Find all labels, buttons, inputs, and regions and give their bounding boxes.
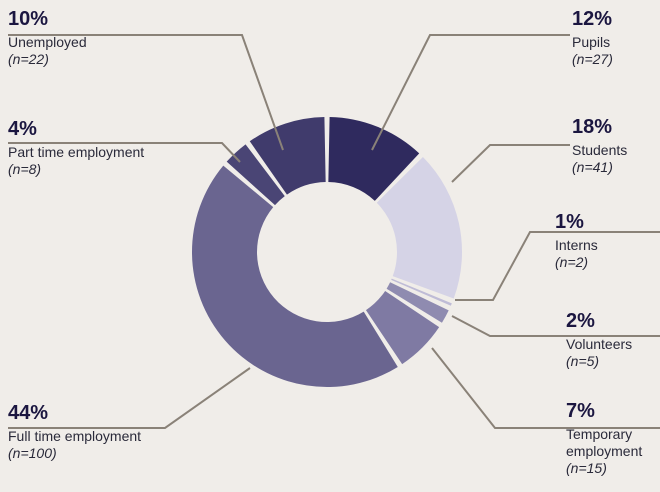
label-volunteers: 2% Volunteers (n=5) <box>566 310 632 370</box>
temporary-n: (n=15) <box>566 460 607 476</box>
interns-n: (n=2) <box>555 254 589 270</box>
label-interns: 1% Interns (n=2) <box>555 211 598 271</box>
label-pupils: 12% Pupils (n=27) <box>572 8 613 68</box>
slice-fulltime <box>192 165 398 387</box>
leader-line-fulltime <box>8 367 251 429</box>
fulltime-name: Full time employment <box>8 428 142 444</box>
leader-line-students <box>451 144 570 183</box>
pupils-percent: 12% <box>572 8 613 30</box>
label-temporary: 7% Temporary employment (n=15) <box>566 400 642 477</box>
fulltime-n: (n=100) <box>8 445 57 461</box>
label-unemployed: 10% Unemployed (n=22) <box>8 8 87 68</box>
slice-unemployed <box>249 117 326 195</box>
volunteers-percent: 2% <box>566 310 595 332</box>
parttime-n: (n=8) <box>8 161 42 177</box>
label-fulltime: 44% Full time employment (n=100) <box>8 402 141 462</box>
leader-line-unemployed <box>8 34 284 151</box>
leader-line-parttime <box>8 142 241 163</box>
interns-name: Interns <box>555 237 598 253</box>
temporary-percent: 7% <box>566 400 595 422</box>
parttime-name: Part time employment <box>8 144 145 160</box>
unemployed-percent: 10% <box>8 8 49 30</box>
parttime-percent: 4% <box>8 118 37 140</box>
donut-slices <box>192 117 463 387</box>
students-name: Students <box>572 142 628 158</box>
volunteers-name: Volunteers <box>566 336 633 352</box>
students-percent: 18% <box>572 116 613 138</box>
slice-students <box>376 157 463 299</box>
leader-lines <box>8 34 660 429</box>
leader-line-temporary <box>431 347 660 429</box>
temporary-name-line1: Temporary <box>566 426 633 442</box>
slice-pupils <box>328 117 420 201</box>
slice-interns <box>391 278 452 306</box>
slice-temporary <box>365 290 440 365</box>
leader-line-volunteers <box>451 315 660 337</box>
leader-line-interns <box>455 231 660 301</box>
label-students: 18% Students (n=41) <box>572 116 627 176</box>
fulltime-percent: 44% <box>8 402 49 424</box>
slice-parttime <box>226 144 285 206</box>
unemployed-n: (n=22) <box>8 51 49 67</box>
volunteers-n: (n=5) <box>566 353 600 369</box>
temporary-name-line2: employment <box>566 443 643 459</box>
interns-percent: 1% <box>555 211 584 233</box>
pupils-name: Pupils <box>572 34 611 50</box>
label-parttime: 4% Part time employment (n=8) <box>8 118 144 178</box>
students-n: (n=41) <box>572 159 613 175</box>
unemployed-name: Unemployed <box>8 34 87 50</box>
pupils-n: (n=27) <box>572 51 613 67</box>
slice-volunteers <box>386 282 449 323</box>
leader-line-pupils <box>371 34 570 151</box>
